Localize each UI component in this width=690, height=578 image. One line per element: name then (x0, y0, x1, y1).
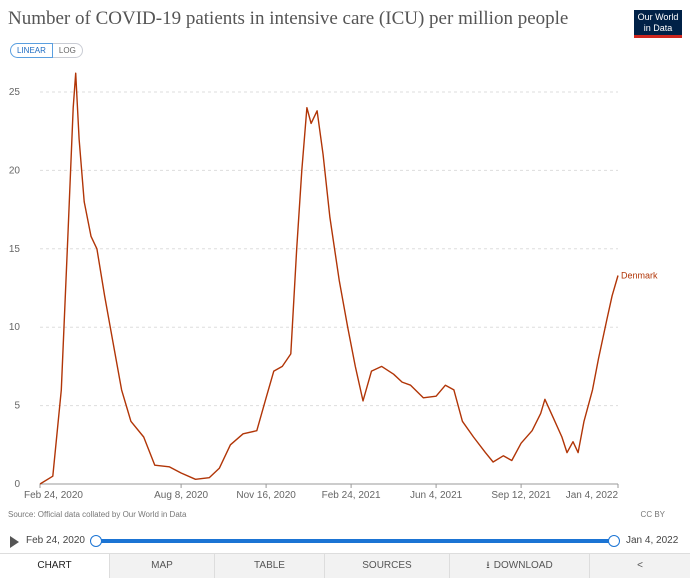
x-tick-label: Aug 8, 2020 (154, 490, 208, 501)
tab-sources[interactable]: SOURCES (325, 554, 450, 578)
logo-line-2: in Data (643, 23, 673, 33)
line-chart: 0 5 10 15 20 25 Feb 24, 2020 Aug 8, 2020 Nov 16… (9, 72, 658, 501)
x-axis: Feb 24, 2020 Aug 8, 2020 Nov 16, 2020 Feb 2… (24, 484, 619, 501)
share-icon: < (637, 560, 643, 571)
tab-table[interactable]: TABLE (215, 554, 325, 578)
tab-bar: CHART MAP TABLE SOURCES ⭳ DOWNLOAD < (0, 553, 690, 578)
x-tick-label: Jun 4, 2021 (410, 490, 463, 501)
y-tick-label: 0 (14, 479, 20, 490)
owid-logo[interactable]: Our World in Data (634, 10, 682, 38)
tab-map[interactable]: MAP (110, 554, 215, 578)
chart-title: Number of COVID-19 patients in intensive… (8, 8, 569, 29)
timeline-end-handle[interactable] (608, 535, 620, 547)
scale-toggle: LINEAR LOG (10, 43, 83, 58)
x-tick-label: Nov 16, 2020 (236, 490, 296, 501)
series-label-denmark: Denmark (621, 270, 658, 280)
timeline-start-label: Feb 24, 2020 (26, 535, 85, 546)
source-note: Source: Official data collated by Our Wo… (8, 510, 187, 519)
tab-download-label: DOWNLOAD (493, 560, 553, 571)
play-icon[interactable] (10, 536, 19, 548)
gridlines (40, 91, 618, 485)
series-lines (39, 72, 619, 485)
timeline-end-label: Jan 4, 2022 (626, 535, 679, 546)
license-link[interactable]: CC BY (640, 510, 665, 519)
y-tick-label: 5 (14, 401, 20, 412)
x-tick-label: Feb 24, 2021 (322, 490, 381, 501)
y-axis: 0 5 10 15 20 25 (9, 87, 21, 490)
timeline-start-handle[interactable] (90, 535, 102, 547)
x-tick-label: Feb 24, 2020 (24, 490, 83, 501)
x-tick-label: Sep 12, 2021 (491, 490, 551, 501)
series-line-denmark[interactable] (39, 72, 619, 485)
linear-scale-button[interactable]: LINEAR (10, 43, 53, 58)
share-button[interactable]: < (590, 554, 690, 578)
y-tick-label: 25 (9, 87, 21, 98)
tab-chart[interactable]: CHART (0, 554, 110, 578)
x-tick-label: Jan 4, 2022 (566, 490, 619, 501)
timeline-track[interactable] (96, 539, 614, 543)
y-tick-label: 20 (9, 165, 21, 176)
download-icon: ⭳ (486, 560, 490, 571)
logo-line-1: Our World (637, 12, 679, 22)
timeline: Feb 24, 2020 Jan 4, 2022 (0, 530, 690, 552)
series-labels: Denmark (621, 270, 658, 280)
y-tick-label: 10 (9, 322, 21, 333)
tab-download[interactable]: ⭳ DOWNLOAD (450, 554, 590, 578)
log-scale-button[interactable]: LOG (52, 43, 83, 58)
y-tick-label: 15 (9, 244, 21, 255)
